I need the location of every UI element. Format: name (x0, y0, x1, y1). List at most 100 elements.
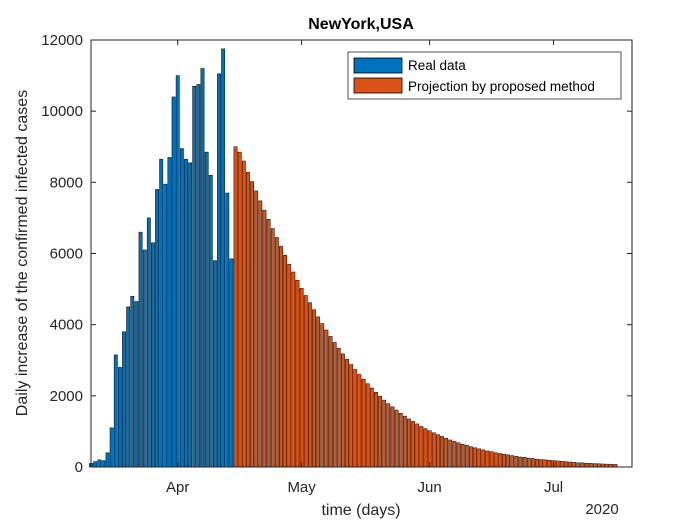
bar-projection (493, 452, 498, 468)
bar-projection (270, 228, 275, 468)
chart-title: NewYork,USA (308, 16, 414, 33)
year-label: 2020 (585, 501, 618, 518)
bar-real-data (229, 258, 234, 468)
y-axis: 0 2000 4000 6000 8000 10000 12000 (41, 32, 632, 476)
bar-projection (497, 453, 502, 468)
bar-projection (378, 395, 382, 468)
bar-real-data (142, 249, 147, 468)
bar-real-data (146, 217, 151, 468)
bar-real-data (192, 86, 197, 468)
bar-projection (460, 443, 465, 468)
bar-real-data (167, 157, 172, 468)
bar-projection (568, 461, 572, 468)
bar-projection (411, 421, 416, 468)
y-axis-label: Daily increase of the confirmed infected… (14, 90, 31, 416)
bar-real-data (118, 367, 122, 468)
bar-projection (473, 447, 477, 468)
bar-projection (489, 451, 494, 468)
bar-projection (440, 436, 444, 468)
bar-projection (299, 288, 304, 468)
bar-real-data (109, 427, 114, 468)
bar-real-data (126, 306, 131, 468)
bar-projection (547, 459, 552, 468)
bar-projection (266, 219, 271, 468)
bar-real-data (217, 73, 221, 468)
x-tick-label: May (287, 479, 316, 496)
bar-projection (316, 316, 321, 468)
bar-projection (320, 323, 325, 468)
bar-real-data (105, 452, 110, 468)
bar-real-data (204, 151, 209, 468)
bar-projection (312, 309, 316, 468)
bar-projection (448, 439, 453, 468)
bar-projection (407, 418, 411, 468)
bar-projection (419, 426, 424, 468)
bar-projection (262, 209, 267, 468)
bar-projection (398, 413, 403, 468)
bar-real-data (188, 162, 193, 468)
bar-real-data (122, 331, 126, 468)
bar-projection (576, 462, 581, 468)
bar-projection (423, 428, 428, 468)
bar-projection (336, 347, 341, 468)
bar-real-data (113, 354, 118, 468)
bar-real-data (225, 192, 230, 468)
x-axis-label: time (days) (321, 502, 400, 519)
bar-projection (386, 403, 391, 468)
bar-projection (431, 432, 436, 468)
bar-projection (374, 392, 378, 468)
bar-projection (303, 295, 308, 468)
y-tick-label: 4000 (50, 317, 83, 334)
bar-projection (324, 329, 329, 468)
bar-projection (291, 271, 296, 468)
bar-projection (555, 460, 560, 468)
bar-projection (353, 369, 358, 468)
bar-projection (357, 374, 362, 468)
bar-projection (349, 364, 354, 468)
bar-projection (394, 409, 399, 468)
bar-projection (514, 456, 519, 468)
bar-projection (369, 387, 374, 468)
bar-projection (510, 455, 515, 468)
bar-real-data (200, 68, 205, 468)
bar-projection (588, 463, 593, 468)
bar-projection (526, 457, 531, 468)
x-tick-label: Jun (418, 479, 442, 496)
bar-projection (415, 423, 420, 468)
bar-real-data (179, 148, 184, 468)
y-tick-label: 2000 (50, 388, 83, 405)
bar-projection (287, 263, 292, 468)
bar-projection (580, 462, 585, 468)
bar-projection (402, 415, 407, 468)
y-tick-label: 12000 (41, 32, 83, 49)
y-tick-label: 6000 (50, 246, 83, 263)
bar-projection (444, 437, 449, 468)
bar-real-data (175, 75, 180, 468)
bar-projection (543, 459, 548, 468)
bar-projection (365, 383, 370, 468)
legend-label-projection: Projection by proposed method (408, 79, 595, 94)
bar-projection (328, 336, 333, 468)
y-tick-label: 8000 (50, 174, 83, 191)
bar-projection (436, 434, 440, 468)
bar-projection (279, 246, 283, 468)
bar-real-data (208, 174, 213, 468)
bar-real-data (184, 158, 188, 468)
bar-real-data (196, 84, 201, 468)
bar-projection (341, 353, 345, 468)
bar-real-data (93, 461, 98, 468)
bar-projection (237, 151, 242, 468)
bar-projection (502, 453, 506, 468)
bar-real-data (221, 48, 226, 468)
bar-projection (522, 457, 527, 468)
bar-real-data (163, 183, 168, 468)
bar-projection (530, 458, 535, 468)
bar-projection (332, 342, 337, 468)
bar-projection (307, 302, 312, 468)
bar-real-data (130, 295, 135, 468)
bar-projection (390, 406, 395, 468)
bar-projection (295, 279, 300, 468)
x-tick-label: Apr (166, 479, 189, 496)
bar-real-data (101, 460, 106, 468)
bar-projection (254, 190, 259, 468)
